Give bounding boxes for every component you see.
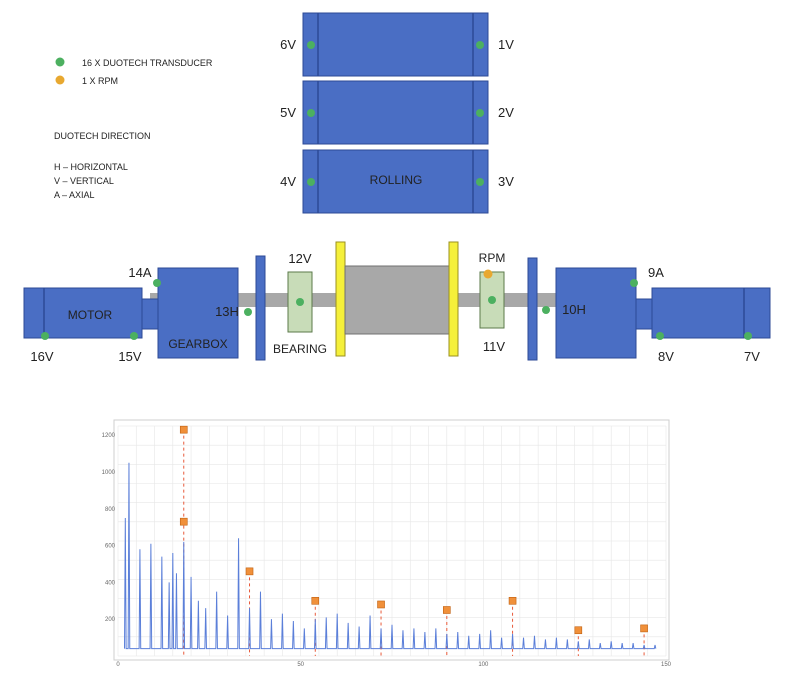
transducer-6v bbox=[307, 41, 315, 49]
right-gearbox-body bbox=[555, 267, 637, 359]
rolling-block-bottom bbox=[302, 149, 489, 214]
roll-body bbox=[344, 265, 450, 335]
gearbox-label: GEARBOX bbox=[168, 337, 227, 351]
point-label-12v: 12V bbox=[288, 251, 311, 266]
transducer-10h bbox=[542, 306, 550, 314]
legend: 16 X DUOTECH TRANSDUCER 1 X RPM DUOTECH … bbox=[54, 57, 213, 200]
y-tick-label: 1200 bbox=[102, 433, 116, 439]
point-label-7v: 7V bbox=[744, 349, 760, 364]
x-tick-label: 150 bbox=[661, 662, 672, 668]
harmonic-marker bbox=[377, 600, 385, 609]
transducer-13h bbox=[244, 308, 252, 316]
point-label-4v: 4V bbox=[280, 174, 296, 189]
point-label-5v: 5V bbox=[280, 105, 296, 120]
transducer-2v bbox=[476, 109, 484, 117]
x-tick-label: 0 bbox=[116, 662, 120, 668]
harmonic-markers bbox=[179, 425, 648, 635]
transducer-16v bbox=[41, 332, 49, 340]
x-tick-label: 100 bbox=[478, 662, 489, 668]
harmonic-marker bbox=[442, 606, 451, 614]
legend-horizontal: H – HORIZONTAL bbox=[54, 162, 128, 172]
gearbox-body bbox=[157, 267, 239, 359]
point-label-11v: 11V bbox=[483, 339, 505, 354]
harmonic-marker bbox=[311, 596, 320, 605]
chart-plot-area bbox=[113, 419, 670, 661]
rolling-label: ROLLING bbox=[370, 173, 423, 187]
transducer-14a bbox=[153, 279, 161, 287]
drivetrain: MOTOR GEARBOX BEARING RPM 1 bbox=[23, 241, 771, 364]
right-shaft-hub bbox=[635, 298, 653, 330]
coupling-left bbox=[335, 241, 346, 357]
transducer-7v bbox=[744, 332, 752, 340]
right-motor-body bbox=[651, 287, 771, 339]
harmonic-marker bbox=[179, 517, 188, 526]
bearing-label: BEARING bbox=[273, 342, 327, 356]
point-label-15v: 15V bbox=[118, 349, 141, 364]
transducer-12v bbox=[296, 298, 304, 306]
y-tick-label: 800 bbox=[105, 507, 116, 513]
transducer-1v bbox=[476, 41, 484, 49]
y-tick-label: 400 bbox=[105, 580, 116, 586]
legend-transducer-label: 16 X DUOTECH TRANSDUCER bbox=[82, 58, 213, 68]
harmonic-marker bbox=[245, 567, 254, 576]
transducer-15v bbox=[130, 332, 138, 340]
rolling-unit: ROLLING 6V 5V 4V 1V 2V 3V bbox=[280, 12, 514, 214]
point-label-9a: 9A bbox=[648, 265, 664, 280]
legend-direction-title: DUOTECH DIRECTION bbox=[54, 131, 151, 141]
spectrum-line bbox=[124, 462, 657, 650]
point-label-13h: 13H bbox=[215, 304, 239, 319]
harmonic-marker bbox=[179, 425, 188, 434]
legend-axial: A – AXIAL bbox=[54, 190, 95, 200]
point-label-8v: 8V bbox=[658, 349, 674, 364]
right-flange bbox=[527, 257, 538, 361]
transducer-8v bbox=[656, 332, 664, 340]
gearbox-flange bbox=[255, 255, 266, 361]
rolling-block-middle bbox=[302, 80, 489, 145]
y-tick-label: 200 bbox=[105, 617, 116, 623]
x-tick-labels: 0 50 100 150 bbox=[116, 662, 671, 668]
legend-rpm-label: 1 X RPM bbox=[82, 76, 118, 86]
transducer-4v bbox=[307, 178, 315, 186]
transducer-11v bbox=[488, 296, 496, 304]
point-label-2v: 2V bbox=[498, 105, 514, 120]
point-label-16v: 16V bbox=[30, 349, 53, 364]
rpm-label: RPM bbox=[479, 251, 506, 265]
harmonic-marker bbox=[640, 624, 648, 633]
harmonic-marker bbox=[574, 626, 583, 635]
transducer-3v bbox=[476, 178, 484, 186]
motor-shaft-hub bbox=[141, 298, 159, 330]
spectrum-chart: 0 50 100 150 200 400 600 800 1000 1200 bbox=[102, 419, 672, 668]
shaft-right bbox=[455, 293, 565, 307]
point-label-14a: 14A bbox=[128, 265, 151, 280]
transducer-legend-dot bbox=[55, 57, 65, 67]
point-label-3v: 3V bbox=[498, 174, 514, 189]
rolling-block-top bbox=[302, 12, 489, 77]
y-tick-label: 600 bbox=[105, 544, 116, 550]
y-tick-label: 1000 bbox=[102, 470, 116, 476]
legend-vertical: V – VERTICAL bbox=[54, 176, 114, 186]
x-tick-label: 50 bbox=[297, 662, 304, 668]
point-label-1v: 1V bbox=[498, 37, 514, 52]
point-label-6v: 6V bbox=[280, 37, 296, 52]
coupling-right bbox=[448, 241, 459, 357]
transducer-5v bbox=[307, 109, 315, 117]
rpm-sensor bbox=[483, 269, 493, 279]
transducer-9a bbox=[630, 279, 638, 287]
harmonic-marker bbox=[508, 596, 517, 605]
motor-label: MOTOR bbox=[68, 308, 113, 322]
y-tick-labels: 200 400 600 800 1000 1200 bbox=[102, 433, 116, 623]
point-label-10h: 10H bbox=[562, 302, 586, 317]
rpm-legend-dot bbox=[55, 75, 65, 85]
